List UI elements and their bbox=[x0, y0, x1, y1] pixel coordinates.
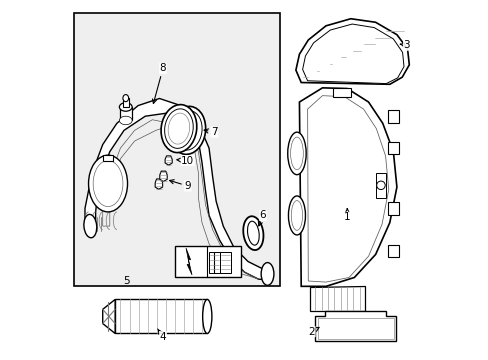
Bar bbox=[387, 110, 398, 123]
Ellipse shape bbox=[119, 103, 132, 111]
Polygon shape bbox=[299, 88, 396, 286]
Text: 3: 3 bbox=[399, 40, 409, 50]
Ellipse shape bbox=[84, 215, 97, 238]
Polygon shape bbox=[309, 286, 364, 311]
Bar bbox=[102, 155, 113, 161]
Ellipse shape bbox=[261, 262, 273, 285]
Bar bbox=[209, 252, 219, 273]
Text: 10: 10 bbox=[177, 156, 194, 166]
Text: 7: 7 bbox=[203, 127, 217, 137]
Bar bbox=[220, 252, 230, 273]
Bar bbox=[387, 142, 398, 154]
Ellipse shape bbox=[243, 216, 263, 250]
Bar bbox=[375, 173, 386, 198]
Ellipse shape bbox=[290, 137, 303, 170]
Ellipse shape bbox=[119, 116, 132, 125]
Ellipse shape bbox=[247, 221, 259, 245]
Ellipse shape bbox=[88, 155, 127, 212]
Ellipse shape bbox=[161, 105, 196, 153]
Ellipse shape bbox=[287, 132, 305, 175]
Bar bbox=[122, 98, 128, 107]
Ellipse shape bbox=[164, 109, 193, 148]
Ellipse shape bbox=[168, 113, 189, 144]
Bar bbox=[175, 246, 241, 278]
Bar bbox=[387, 244, 398, 257]
Polygon shape bbox=[155, 179, 163, 189]
Text: 2: 2 bbox=[308, 327, 318, 337]
Bar bbox=[332, 88, 350, 97]
Bar bbox=[318, 318, 393, 339]
Bar bbox=[115, 300, 207, 333]
Bar bbox=[120, 107, 132, 121]
Circle shape bbox=[376, 181, 385, 190]
Ellipse shape bbox=[291, 201, 302, 230]
Polygon shape bbox=[102, 300, 115, 333]
Text: 5: 5 bbox=[123, 276, 129, 286]
Ellipse shape bbox=[288, 196, 305, 235]
Bar bbox=[387, 202, 398, 215]
Polygon shape bbox=[165, 156, 172, 165]
Polygon shape bbox=[295, 19, 408, 84]
Ellipse shape bbox=[93, 161, 122, 207]
Polygon shape bbox=[315, 311, 395, 341]
Text: 4: 4 bbox=[158, 329, 166, 342]
Ellipse shape bbox=[202, 300, 211, 333]
Bar bbox=[74, 13, 279, 286]
Polygon shape bbox=[160, 171, 167, 181]
Ellipse shape bbox=[173, 111, 202, 150]
Text: 9: 9 bbox=[169, 180, 191, 191]
Text: 6: 6 bbox=[258, 211, 265, 226]
Text: 8: 8 bbox=[152, 63, 166, 103]
Polygon shape bbox=[302, 24, 403, 84]
Ellipse shape bbox=[169, 107, 205, 154]
Polygon shape bbox=[185, 248, 192, 275]
Text: 1: 1 bbox=[343, 208, 350, 222]
Polygon shape bbox=[85, 99, 272, 279]
Ellipse shape bbox=[122, 95, 128, 102]
